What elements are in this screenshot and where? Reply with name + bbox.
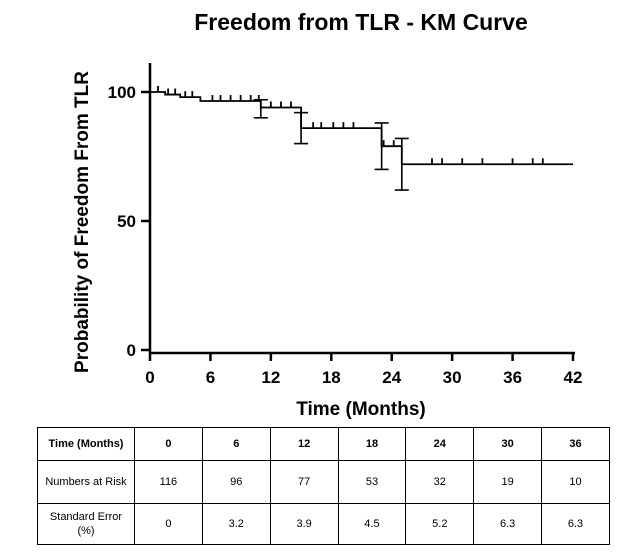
table-cell: 77 <box>269 460 339 504</box>
y-tick-label: 0 <box>127 341 136 360</box>
table-cell: 10 <box>541 460 610 504</box>
x-tick-label: 30 <box>443 368 462 387</box>
time-cell: 0 <box>134 427 203 461</box>
x-ticks: 0 6 12 18 24 30 36 42 <box>145 353 582 387</box>
y-axis-label: Probability of Freedom From TLR <box>72 71 93 373</box>
table-cell: 19 <box>473 460 543 504</box>
x-tick-label: 36 <box>503 368 522 387</box>
standard-error-row: Standard Error (%) 0 3.2 3.9 4.5 5.2 6.3… <box>37 503 610 545</box>
censor-marks <box>157 86 544 165</box>
time-cell: 18 <box>337 427 407 461</box>
row-label: Numbers at Risk <box>37 460 135 504</box>
table-cell: 116 <box>134 460 203 504</box>
row-label: Standard Error (%) <box>37 503 135 545</box>
y-tick-label: 50 <box>117 212 136 231</box>
time-header-cell: Time (Months) <box>37 427 135 461</box>
time-cell: 24 <box>405 427 475 461</box>
time-cell: 36 <box>541 427 610 461</box>
table-cell: 0 <box>134 503 203 545</box>
x-tick-label: 0 <box>145 368 154 387</box>
table-cell: 6.3 <box>541 503 610 545</box>
table-cell: 5.2 <box>405 503 475 545</box>
x-tick-label: 12 <box>261 368 280 387</box>
x-tick-label: 24 <box>382 368 401 387</box>
km-chart: Freedom from TLR - KM Curve Probability … <box>72 9 582 420</box>
error-bars <box>253 98 409 191</box>
km-curve <box>150 91 573 166</box>
x-tick-label: 18 <box>322 368 341 387</box>
table-cell: 96 <box>201 460 271 504</box>
risk-table-header-row: Time (Months) 0 6 12 18 24 30 36 <box>37 427 610 461</box>
x-axis-label: Time (Months) <box>296 399 425 420</box>
y-tick-label: 100 <box>108 83 136 102</box>
table-cell: 4.5 <box>337 503 407 545</box>
table-cell: 6.3 <box>473 503 543 545</box>
table-cell: 53 <box>337 460 407 504</box>
km-step-line <box>150 91 573 166</box>
x-tick-label: 6 <box>206 368 215 387</box>
numbers-at-risk-row: Numbers at Risk 116 96 77 53 32 19 10 <box>37 460 610 504</box>
time-cell: 12 <box>269 427 339 461</box>
y-ticks: 0 50 100 <box>108 83 150 360</box>
table-cell: 32 <box>405 460 475 504</box>
time-cell: 6 <box>201 427 271 461</box>
time-cell: 30 <box>473 427 543 461</box>
risk-table: Time (Months) 0 6 12 18 24 30 36 Numbers… <box>37 427 610 545</box>
table-cell: 3.2 <box>201 503 271 545</box>
table-cell: 3.9 <box>269 503 339 545</box>
chart-title: Freedom from TLR - KM Curve <box>194 9 528 35</box>
x-tick-label: 42 <box>564 368 583 387</box>
